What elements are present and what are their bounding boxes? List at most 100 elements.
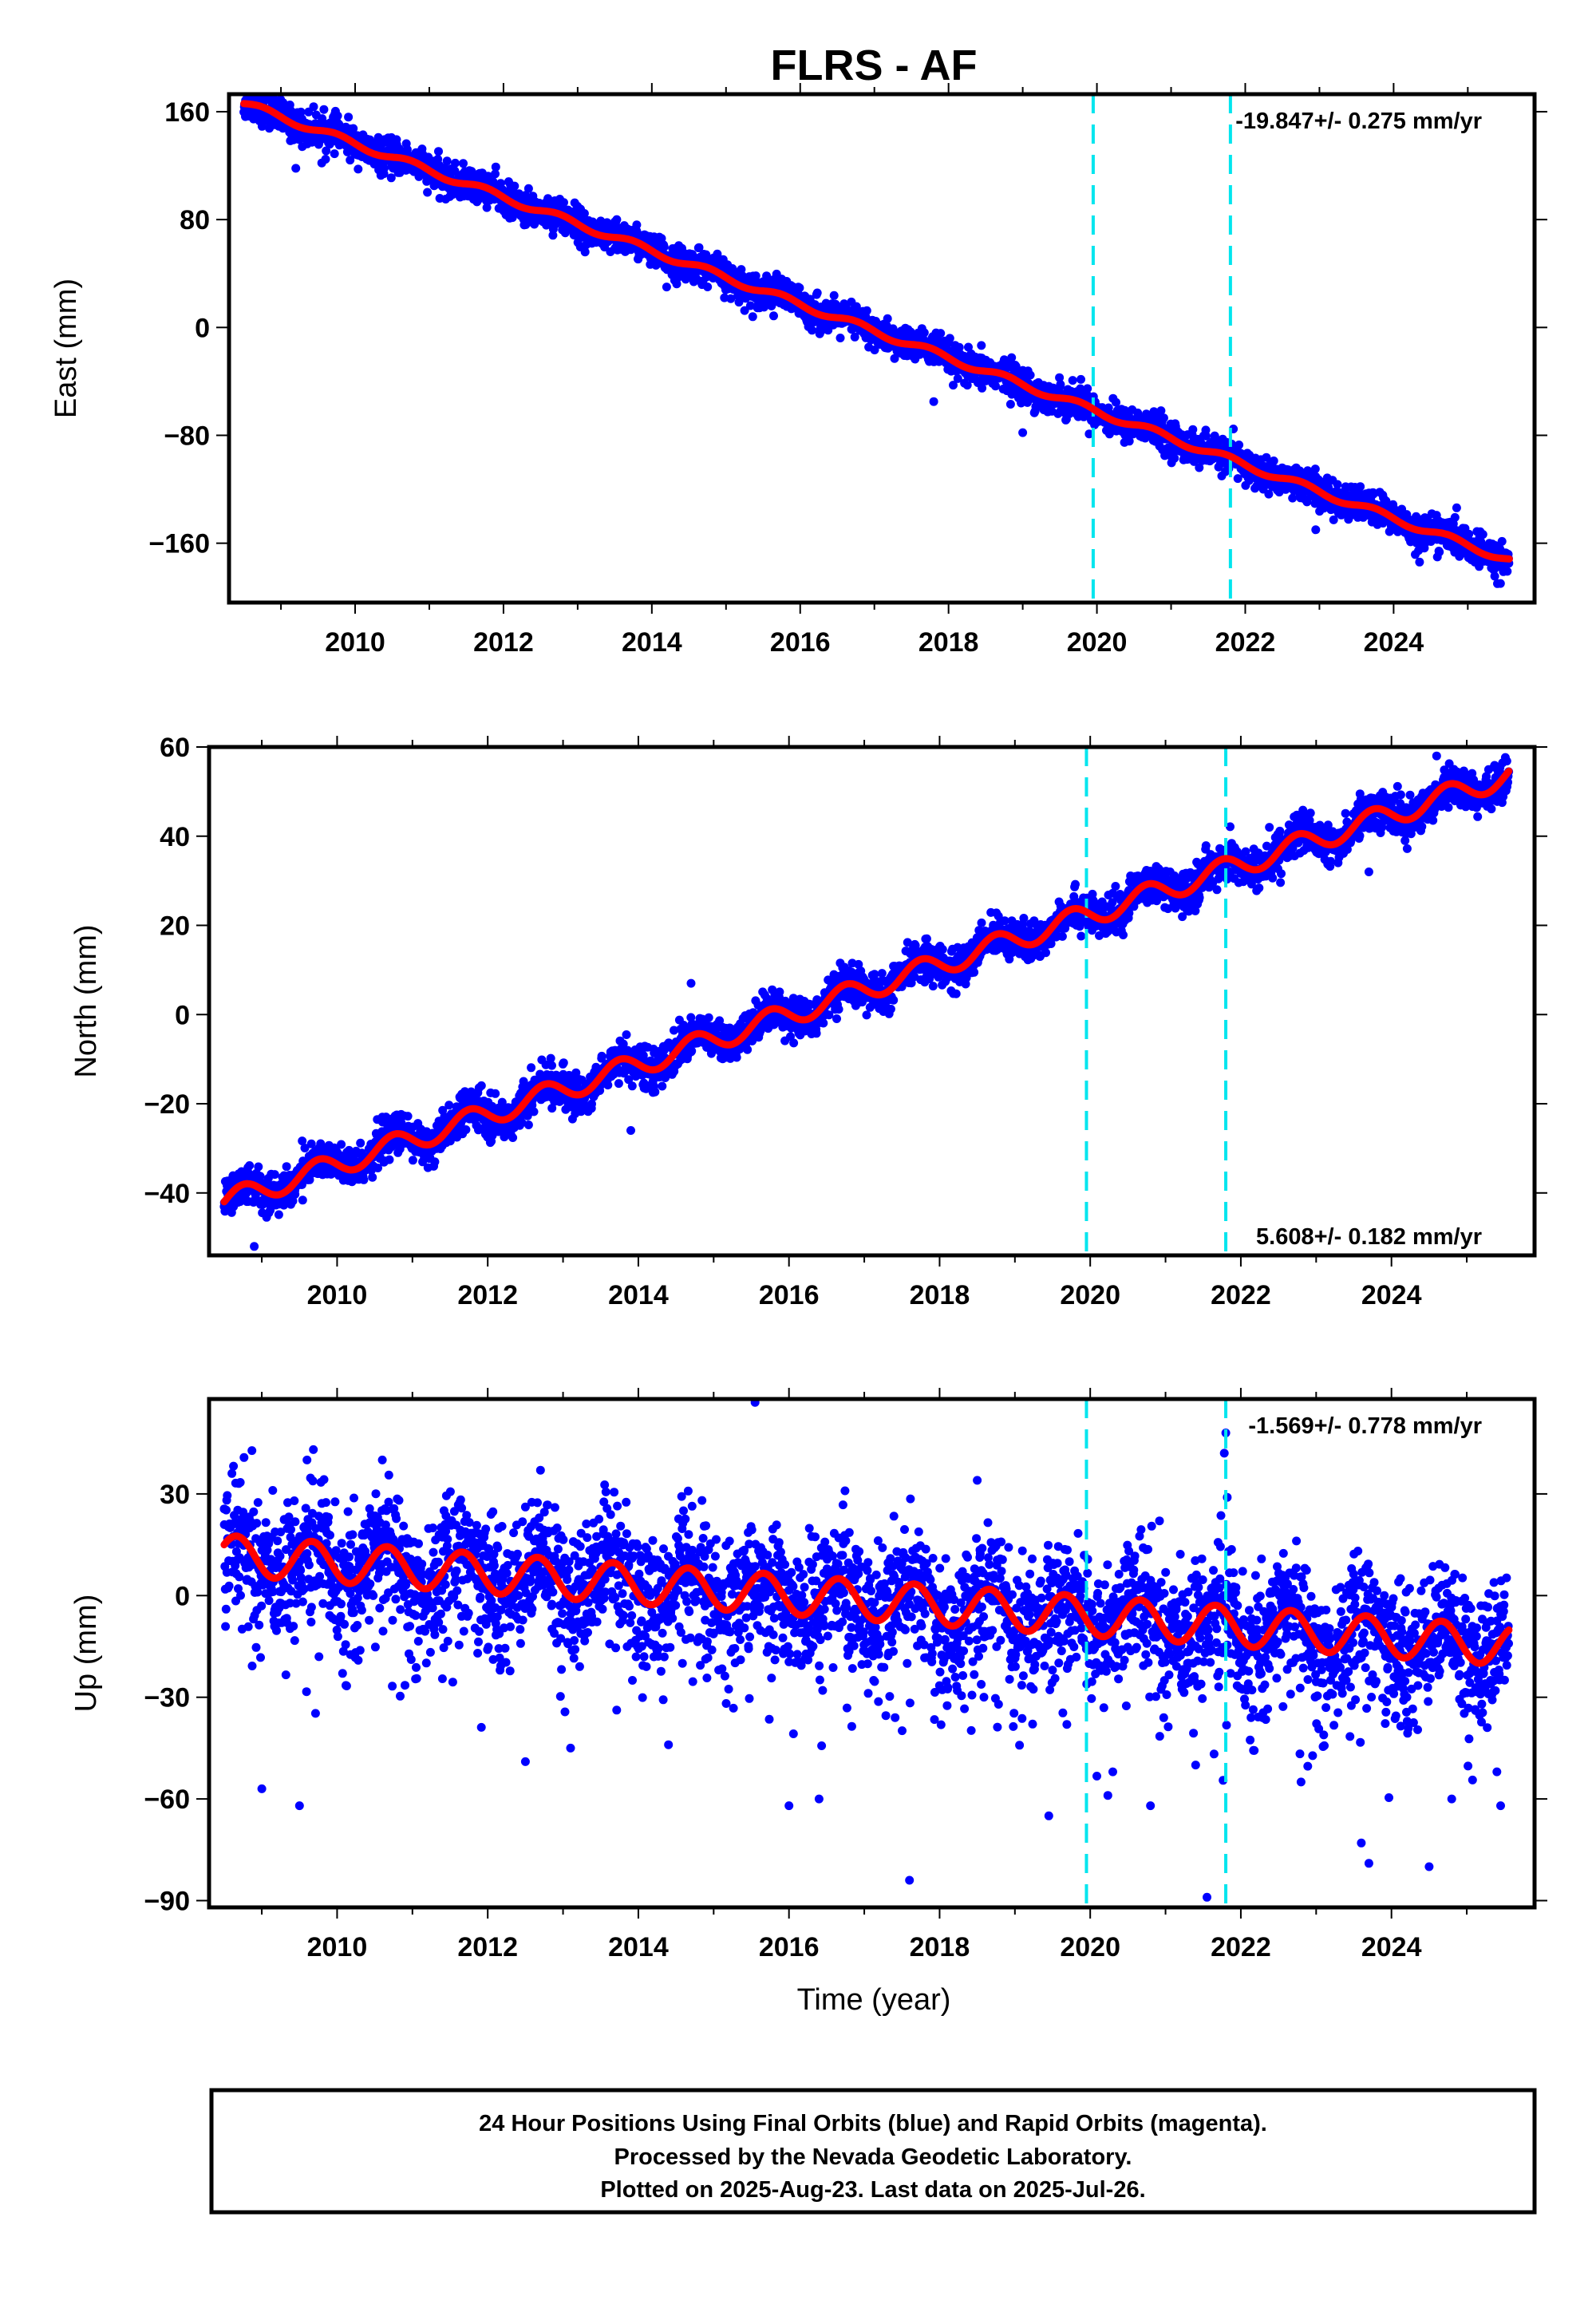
east-point (808, 326, 816, 335)
north-panel: 2010 2012 2014 2016 2018 2020 2022 20246040200−… (69, 733, 1547, 1310)
east-point (1329, 515, 1338, 524)
north-point (403, 1112, 413, 1121)
east-panel: 2010 2012 2014 2016 2018 2020 2022 2024160800−8… (49, 83, 1547, 658)
east-x-tick-label: 2016 (770, 627, 831, 658)
chart-title: FLRS - AF (771, 41, 978, 89)
east-point (1503, 567, 1512, 576)
east-outlier-point (1233, 474, 1242, 484)
north-point (597, 1051, 606, 1061)
east-point (936, 329, 946, 338)
east-point (1435, 547, 1444, 557)
east-point (1497, 536, 1507, 546)
north-point (254, 1162, 263, 1172)
east-point (851, 302, 861, 311)
east-x-tick-label: 2024 (1364, 627, 1424, 658)
east-point (870, 346, 879, 354)
north-point (385, 1155, 394, 1164)
east-point (1068, 376, 1077, 385)
north-point (270, 1170, 279, 1180)
east-x-tick-label: 2014 (622, 627, 682, 658)
east-outlier-point (1493, 579, 1502, 588)
north-point (368, 1172, 377, 1182)
east-point (579, 209, 589, 218)
east-point (434, 147, 443, 156)
east-point (829, 290, 839, 300)
north-point (461, 1125, 471, 1134)
north-point (527, 1063, 536, 1073)
north-point (245, 1161, 255, 1170)
east-y-axis-label: East (mm) (49, 279, 83, 418)
north-data-points (219, 751, 1514, 1251)
east-point (1025, 370, 1035, 380)
east-point (962, 381, 972, 390)
east-point (296, 107, 306, 117)
east-point (977, 341, 986, 350)
east-outlier-point (662, 283, 671, 292)
east-point (523, 184, 533, 193)
north-point (408, 1156, 417, 1165)
east-outlier-point (291, 164, 301, 173)
east-point (333, 111, 342, 121)
east-point (349, 124, 358, 133)
east-data-points (239, 94, 1514, 588)
east-point (740, 306, 749, 315)
east-trend-line (240, 100, 1513, 563)
east-point (748, 312, 757, 322)
east-point (559, 198, 568, 207)
east-point (319, 105, 329, 114)
east-point (1170, 453, 1179, 463)
east-point (344, 113, 354, 122)
north-point (356, 1138, 365, 1148)
north-point (547, 1061, 556, 1070)
east-outlier-point (1018, 428, 1028, 437)
east-point (386, 173, 396, 183)
east-point (330, 149, 339, 159)
east-point (402, 144, 412, 154)
east-point (1083, 384, 1092, 393)
east-point (322, 146, 331, 156)
east-point (945, 334, 954, 343)
east-point (451, 158, 460, 168)
east-y-tick-label: 0 (195, 313, 210, 343)
east-outlier-point (1415, 557, 1424, 567)
east-x-tick-label: 2012 (473, 627, 534, 658)
north-point (650, 1087, 660, 1097)
north-point (603, 1081, 613, 1090)
east-point (769, 311, 778, 321)
east-plot-frame (227, 92, 1537, 605)
east-point (442, 156, 452, 166)
north-point (614, 1079, 623, 1089)
east-x-tick-label: 2020 (1067, 627, 1128, 658)
east-point (949, 381, 958, 390)
north-point (430, 1157, 440, 1167)
east-rate-label: -19.847+/- 0.275 mm/yr (1235, 109, 1482, 134)
east-point (1124, 437, 1134, 446)
east-x-tick-label: 2022 (1215, 627, 1276, 658)
east-point (991, 381, 1000, 391)
east-point (1005, 400, 1015, 409)
east-outlier-point (580, 247, 590, 257)
east-point (1356, 482, 1365, 492)
north-point (622, 1030, 631, 1039)
north-point (359, 1175, 369, 1184)
east-point (309, 102, 318, 112)
east-point (1202, 431, 1211, 441)
east-point (919, 328, 929, 338)
east-outlier-point (929, 397, 938, 406)
east-point (354, 164, 363, 174)
east-point (1084, 429, 1094, 439)
east-point (726, 294, 736, 303)
east-point (1452, 503, 1461, 512)
east-point (812, 288, 822, 298)
north-point (444, 1101, 454, 1110)
east-point (612, 215, 622, 224)
east-event-lines (1091, 94, 1232, 603)
north-point (508, 1133, 518, 1142)
north-point (337, 1140, 346, 1149)
east-point (1333, 480, 1342, 489)
east-point (1159, 413, 1168, 423)
east-point (1112, 397, 1120, 407)
east-point (1077, 374, 1085, 384)
east-point (1478, 530, 1487, 539)
